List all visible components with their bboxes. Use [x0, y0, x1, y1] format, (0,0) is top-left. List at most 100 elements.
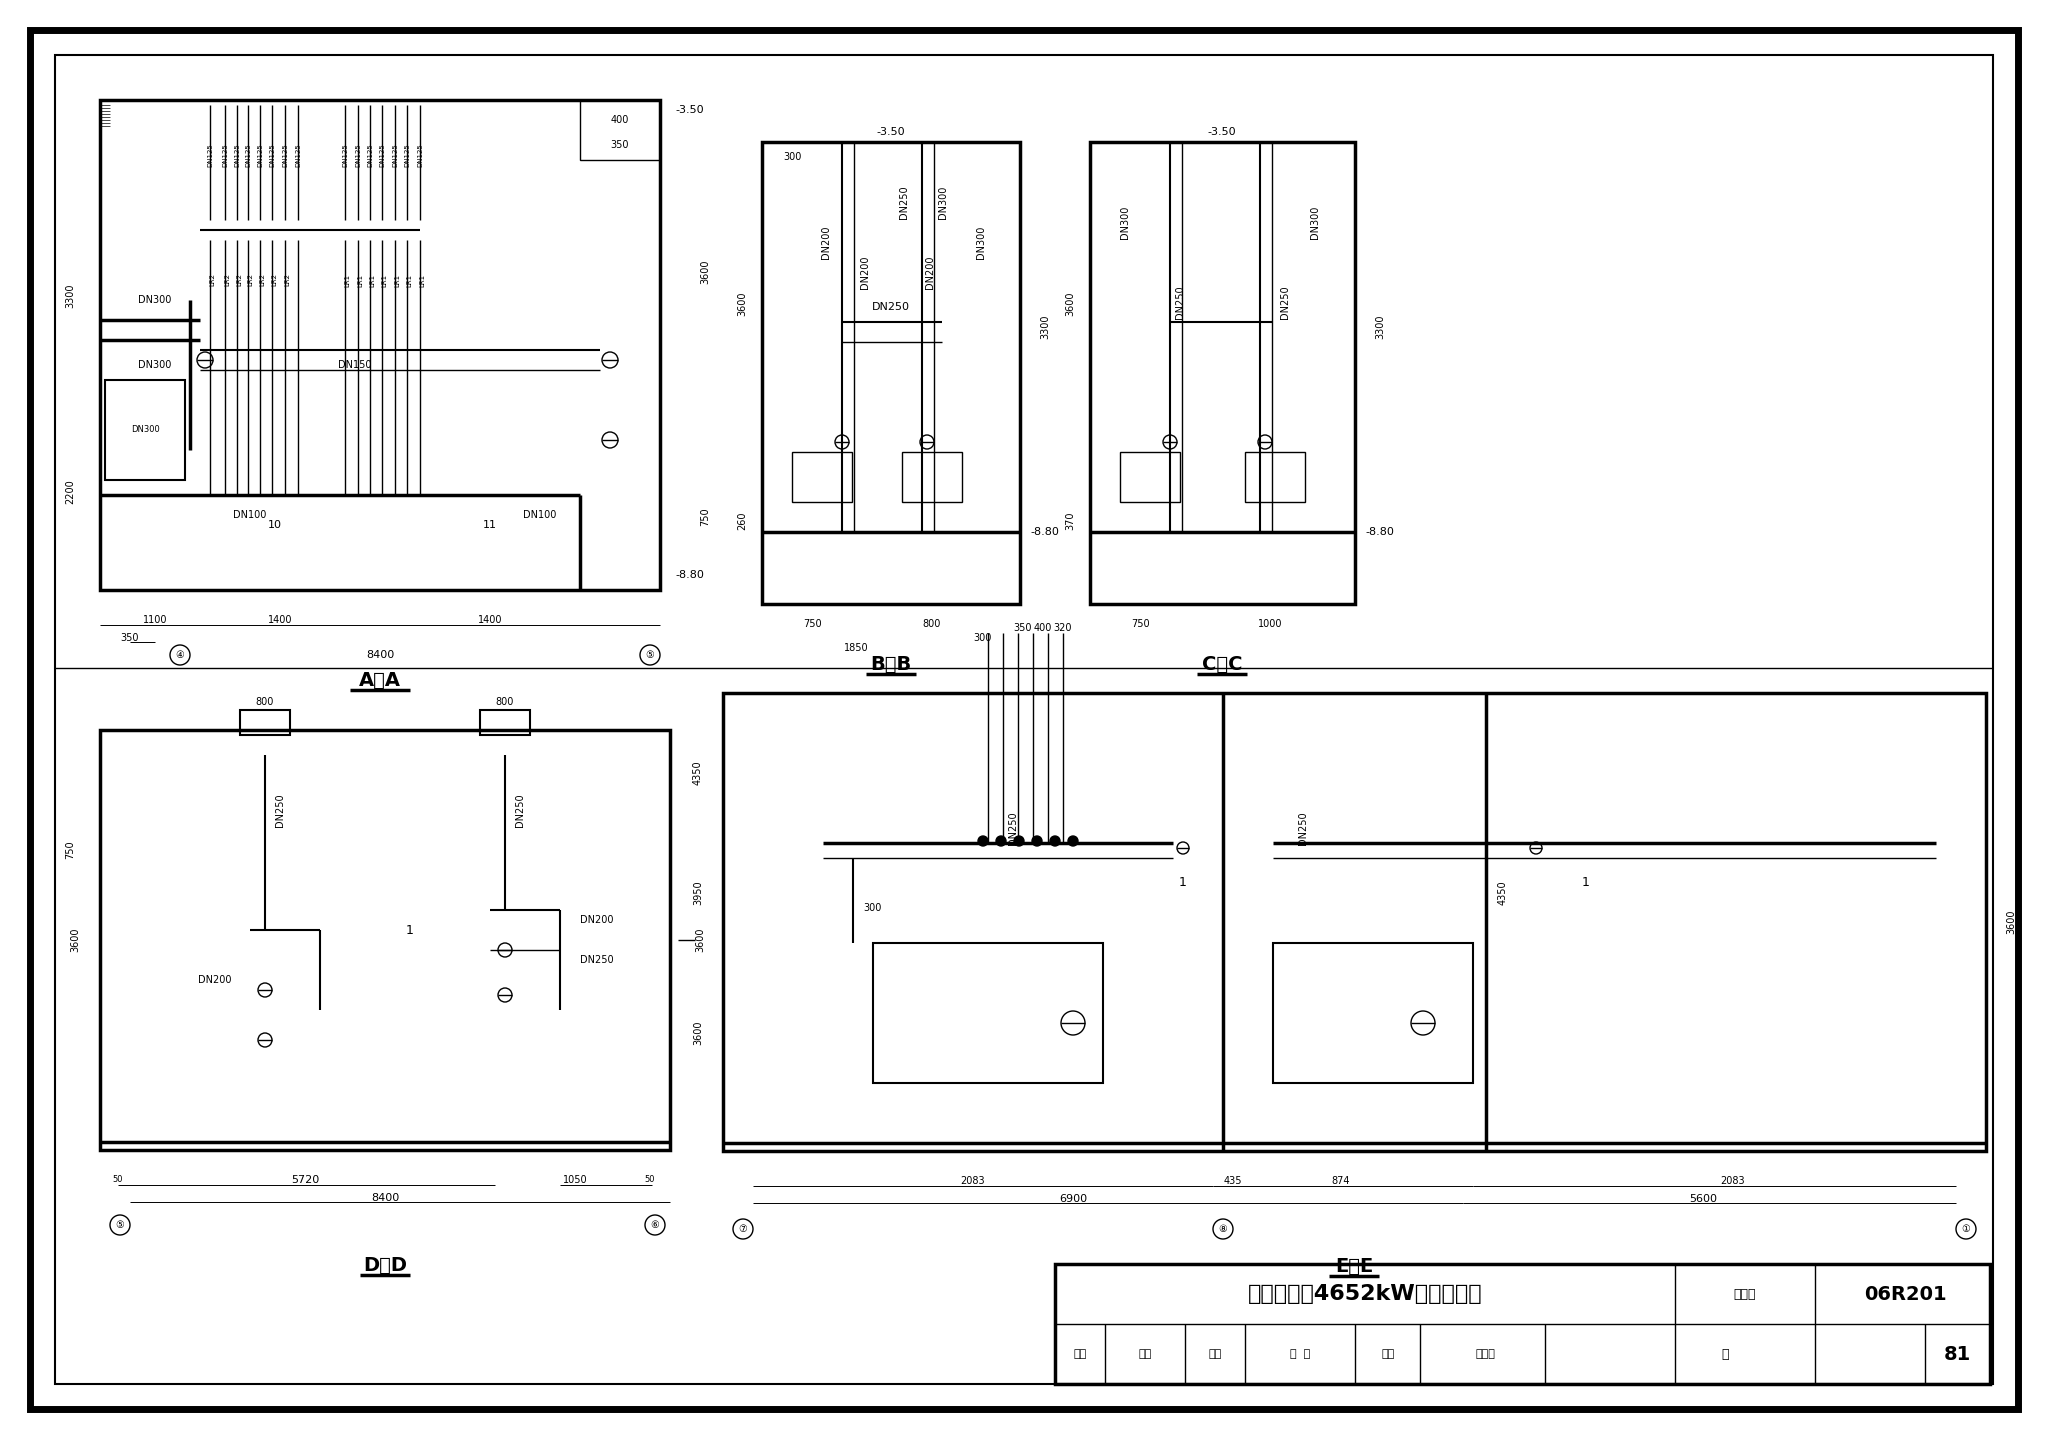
- Text: 81: 81: [1944, 1344, 1970, 1364]
- Text: DN200: DN200: [926, 255, 934, 289]
- Text: DN250: DN250: [1008, 812, 1018, 845]
- Text: ⑦: ⑦: [739, 1225, 748, 1235]
- Text: 1050: 1050: [563, 1176, 588, 1184]
- Text: 750: 750: [803, 619, 821, 629]
- Text: 300: 300: [862, 904, 881, 912]
- Text: DN125: DN125: [403, 142, 410, 167]
- Bar: [1090, 142, 1356, 604]
- Text: 1100: 1100: [143, 614, 168, 625]
- Text: DN125: DN125: [295, 142, 301, 167]
- Text: DN200: DN200: [821, 226, 831, 259]
- Text: 李永祥: 李永祥: [1475, 1348, 1495, 1358]
- Text: 750: 750: [700, 507, 711, 525]
- Text: DN125: DN125: [207, 142, 213, 167]
- Text: 750: 750: [66, 840, 76, 859]
- Text: DN125: DN125: [342, 142, 348, 167]
- Text: 350: 350: [121, 633, 139, 643]
- Text: 3600: 3600: [1065, 292, 1075, 317]
- Text: DN250: DN250: [580, 955, 614, 966]
- Text: 审核: 审核: [1073, 1348, 1087, 1358]
- Text: 300: 300: [782, 153, 801, 163]
- Bar: [240, 709, 291, 735]
- Text: 260: 260: [737, 512, 748, 530]
- Text: -3.50: -3.50: [877, 127, 905, 137]
- Text: 750: 750: [1130, 619, 1149, 629]
- Text: DN200: DN200: [580, 915, 614, 925]
- Text: 350: 350: [610, 140, 629, 150]
- Text: 设计: 设计: [1380, 1348, 1395, 1358]
- Text: DN250: DN250: [1176, 285, 1186, 319]
- Circle shape: [1032, 836, 1042, 846]
- Text: 5600: 5600: [1690, 1194, 1716, 1204]
- Bar: [100, 99, 659, 590]
- Text: DN200: DN200: [199, 976, 231, 986]
- Text: 11: 11: [483, 519, 498, 530]
- Text: DN100: DN100: [233, 509, 266, 519]
- Bar: [793, 452, 852, 502]
- Text: DN125: DN125: [221, 142, 227, 167]
- Circle shape: [1051, 836, 1061, 846]
- Bar: [762, 142, 1020, 604]
- Text: ⑥: ⑥: [651, 1220, 659, 1230]
- Text: 3950: 3950: [692, 881, 702, 905]
- Text: ⑤: ⑤: [115, 1220, 125, 1230]
- Text: 1000: 1000: [1257, 619, 1282, 629]
- Text: C－C: C－C: [1202, 655, 1243, 673]
- Text: DN300: DN300: [938, 186, 948, 219]
- Text: DN125: DN125: [391, 142, 397, 167]
- Text: DN125: DN125: [268, 142, 274, 167]
- Text: DN300: DN300: [131, 426, 160, 435]
- Text: 张菊: 张菊: [1139, 1348, 1151, 1358]
- Text: DN150: DN150: [338, 360, 373, 370]
- Text: DN250: DN250: [872, 302, 909, 312]
- Text: DN300: DN300: [977, 226, 987, 259]
- Circle shape: [995, 836, 1006, 846]
- Text: -8.80: -8.80: [676, 570, 705, 580]
- Bar: [901, 452, 963, 502]
- Text: 5720: 5720: [291, 1176, 319, 1184]
- Text: 435: 435: [1225, 1176, 1243, 1186]
- Bar: [1120, 452, 1180, 502]
- Text: -8.80: -8.80: [1030, 527, 1059, 537]
- Text: LR1: LR1: [381, 273, 387, 286]
- Text: LR2: LR2: [209, 273, 215, 286]
- Text: 1: 1: [1581, 876, 1589, 889]
- Text: DN125: DN125: [246, 142, 252, 167]
- Text: 800: 800: [924, 619, 942, 629]
- Text: A－A: A－A: [358, 671, 401, 689]
- Text: LR2: LR2: [223, 273, 229, 286]
- Text: 3600: 3600: [737, 292, 748, 317]
- Text: DN125: DN125: [233, 142, 240, 167]
- Text: DN300: DN300: [139, 295, 172, 305]
- Text: 1400: 1400: [477, 614, 502, 625]
- Bar: [872, 943, 1104, 1084]
- Text: 8400: 8400: [367, 650, 393, 661]
- Text: -8.80: -8.80: [1366, 527, 1395, 537]
- Text: 3600: 3600: [694, 928, 705, 953]
- Text: B－B: B－B: [870, 655, 911, 673]
- Text: 1: 1: [1180, 876, 1188, 889]
- Text: -3.50: -3.50: [1208, 127, 1237, 137]
- Text: 400: 400: [610, 115, 629, 125]
- Text: 6900: 6900: [1059, 1194, 1087, 1204]
- Text: 3300: 3300: [66, 283, 76, 308]
- Text: 1: 1: [406, 924, 414, 937]
- Text: DN125: DN125: [418, 142, 424, 167]
- Text: 1850: 1850: [844, 643, 868, 653]
- Bar: [479, 709, 530, 735]
- Text: DN200: DN200: [860, 255, 870, 289]
- Text: 校对: 校对: [1208, 1348, 1221, 1358]
- Text: LR1: LR1: [356, 273, 362, 286]
- Bar: [723, 694, 1987, 1151]
- Text: DN250: DN250: [1298, 812, 1309, 845]
- Bar: [104, 380, 184, 481]
- Text: LR2: LR2: [258, 273, 264, 286]
- Text: DN125: DN125: [367, 142, 373, 167]
- Text: 3600: 3600: [692, 1020, 702, 1045]
- Text: 400: 400: [1034, 623, 1053, 633]
- Text: DN250: DN250: [514, 793, 524, 827]
- Text: 3600: 3600: [70, 928, 80, 953]
- Text: ⑤: ⑤: [645, 650, 655, 661]
- Bar: [100, 730, 670, 1150]
- Text: 黄  中: 黄 中: [1290, 1348, 1311, 1358]
